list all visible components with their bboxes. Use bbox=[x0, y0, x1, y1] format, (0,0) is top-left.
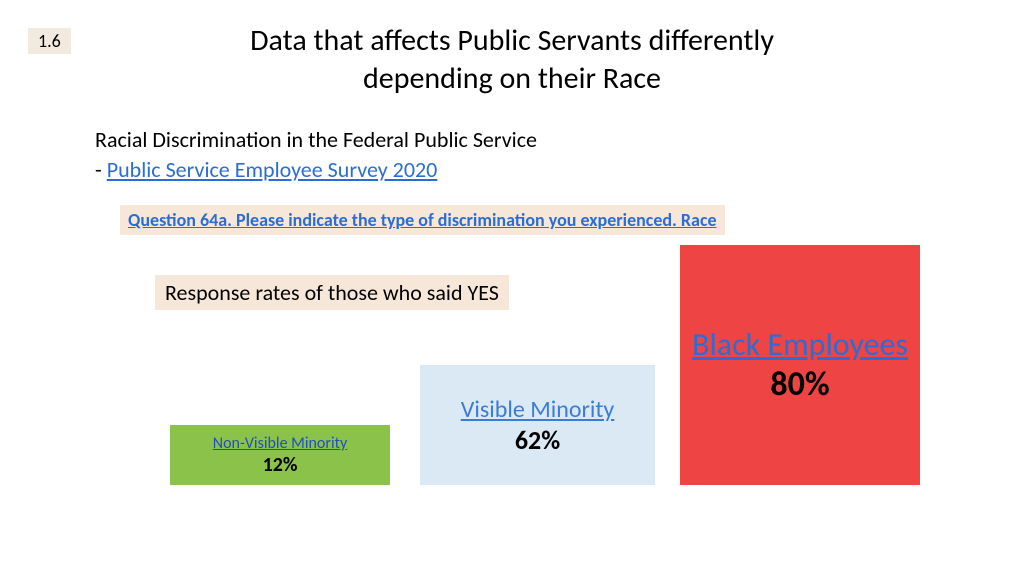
bar-value-non-visible: 12% bbox=[263, 453, 298, 477]
survey-link[interactable]: Public Service Employee Survey 2020 bbox=[107, 156, 438, 183]
bar-non-visible-minority: Non-Visible Minority 12% bbox=[170, 425, 390, 485]
title-line-1: Data that affects Public Servants differ… bbox=[250, 22, 774, 59]
bar-label-link-visible[interactable]: Visible Minority bbox=[461, 395, 615, 424]
subheading-dash: - bbox=[95, 156, 107, 183]
page-title: Data that affects Public Servants differ… bbox=[0, 22, 1024, 97]
question-link[interactable]: Question 64a. Please indicate the type o… bbox=[120, 205, 725, 235]
bar-label-link-non-visible[interactable]: Non-Visible Minority bbox=[213, 434, 347, 453]
subheading-text: Racial Discrimination in the Federal Pub… bbox=[95, 126, 537, 153]
response-rate-label: Response rates of those who said YES bbox=[155, 275, 509, 310]
bar-value-black: 80% bbox=[770, 364, 829, 405]
title-line-2: depending on their Race bbox=[363, 60, 661, 97]
bar-visible-minority: Visible Minority 62% bbox=[420, 365, 655, 485]
bar-black-employees: Black Employees 80% bbox=[680, 245, 920, 485]
subheading: Racial Discrimination in the Federal Pub… bbox=[95, 125, 537, 184]
bar-label-link-black[interactable]: Black Employees bbox=[692, 325, 908, 364]
bar-value-visible: 62% bbox=[515, 424, 560, 456]
